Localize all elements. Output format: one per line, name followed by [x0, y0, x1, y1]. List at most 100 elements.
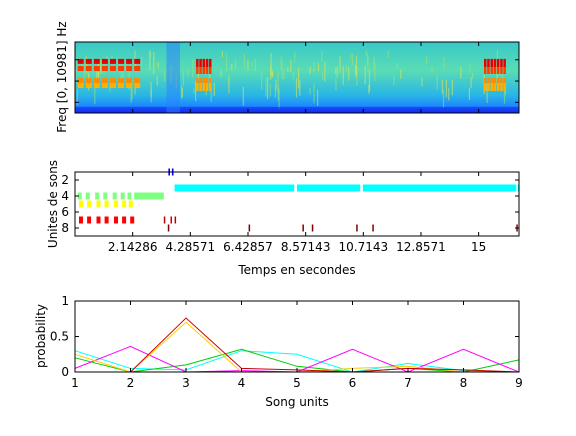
spectrogram-streak — [322, 72, 324, 80]
spectrogram-streak — [317, 63, 320, 71]
spectrogram-streak — [469, 63, 471, 74]
spectrogram-burst — [126, 66, 133, 71]
spectrogram-burst — [101, 66, 108, 71]
spectrogram-streak — [125, 63, 127, 70]
spectrogram-streak — [496, 50, 498, 61]
spectrogram-streak — [271, 72, 273, 78]
spectrogram-burst — [118, 83, 125, 88]
unit-segment-7 — [87, 216, 92, 224]
spectrogram-burst — [93, 66, 100, 71]
unit-segment-3 — [362, 184, 517, 192]
spectrogram-streak — [309, 87, 311, 95]
spectrogram-streak — [313, 61, 315, 73]
spectrogram-streak — [354, 64, 357, 76]
spectrogram-streak — [317, 89, 319, 106]
spectrogram-panel: Freq [0, 10981] Hz — [55, 21, 520, 133]
spectrogram-streak — [280, 56, 282, 70]
spectrogram-streak — [131, 79, 133, 100]
units-xtick-label: 2.14286 — [108, 240, 158, 254]
spectrogram-burst — [484, 58, 487, 67]
spectrogram-burst — [110, 66, 116, 71]
unit-segment-7 — [114, 216, 118, 224]
probability-xtick-label: 5 — [293, 376, 301, 390]
probability-xlabel: Song units — [265, 395, 329, 409]
spectrogram-burst — [205, 83, 209, 91]
spectrogram-streak — [120, 68, 122, 87]
spectrogram-streak — [210, 86, 212, 103]
probability-xtick-label: 1 — [71, 376, 79, 390]
spectrogram-gap — [166, 42, 180, 113]
spectrogram-streak — [278, 88, 280, 110]
unit-segment-8 — [302, 224, 304, 232]
spectrogram-streak — [140, 56, 143, 67]
spectrogram-streak — [149, 50, 151, 71]
spectrogram-burst — [196, 58, 199, 67]
probability-ytick-label: 0.5 — [50, 330, 69, 344]
spectrogram-streak — [247, 60, 249, 71]
spectrogram-streak — [220, 70, 222, 77]
spectrogram-streak — [448, 88, 450, 101]
spectrogram-burst — [118, 66, 125, 71]
spectrogram-burst — [209, 83, 212, 91]
units-xticks: 2.14286 4.28571 6.42857 8.57143 10.7143 12.85… — [108, 172, 486, 254]
unit-segment-8 — [167, 224, 170, 232]
unit-segment-7 — [79, 216, 83, 224]
units-panel: 2.14286 4.28571 6.42857 8.57143 10.7143 12.85… — [46, 160, 520, 277]
spectrogram-frame — [74, 41, 520, 114]
spectrogram-streak — [387, 50, 389, 58]
spectrogram-streak — [299, 80, 301, 96]
spectrogram-burst — [209, 58, 212, 67]
spectrogram-burst — [487, 78, 490, 87]
spectrogram-streak — [350, 54, 352, 61]
spectrogram-burst — [496, 58, 500, 67]
spectrogram-burst — [484, 78, 487, 87]
spectrogram-streak — [163, 71, 166, 82]
spectrogram-streak — [335, 76, 337, 91]
spectrogram-streak — [400, 69, 402, 79]
spectrogram-burst — [493, 58, 497, 67]
spectrogram-burst — [85, 58, 92, 64]
unit-segment-3 — [297, 184, 361, 192]
units-ytick-label: 4 — [61, 189, 69, 203]
spectrogram-streak — [153, 52, 155, 74]
spectrogram-burst — [202, 58, 205, 67]
units-xtick-label: 10.7143 — [338, 240, 388, 254]
spectrogram-burst — [196, 78, 199, 87]
spectrogram-streak — [295, 78, 298, 98]
spectrogram-streak — [130, 81, 132, 103]
spectrogram-burst — [490, 83, 493, 91]
spectrogram-image — [75, 42, 519, 113]
spectrogram-streak — [355, 55, 358, 78]
spectrogram-burst — [101, 58, 108, 64]
spectrogram-streak — [348, 67, 350, 81]
spectrogram-burst — [77, 83, 84, 88]
unit-segment-4 — [77, 192, 82, 200]
probability-xtick-label: 2 — [127, 376, 135, 390]
spectrogram-streak — [181, 87, 183, 98]
probability-ylabel: probability — [34, 304, 48, 368]
spectrogram-burst — [202, 78, 205, 87]
spectrogram-streak — [486, 84, 488, 103]
probability-series-line — [74, 350, 520, 373]
units-ylabel: Unites de sons — [46, 160, 60, 248]
unit-segment-8 — [311, 224, 314, 232]
spectrogram-burst — [493, 78, 497, 87]
units-xtick-label: 4.28571 — [166, 240, 216, 254]
spectrogram-burst — [209, 66, 212, 74]
unit-segment-8 — [356, 224, 358, 232]
spectrogram-streak — [122, 69, 124, 83]
unit-segment-7 — [163, 216, 166, 224]
spectrogram-streak — [445, 79, 447, 98]
spectrogram-burst — [487, 83, 490, 91]
spectrogram-streak — [499, 63, 501, 76]
spectrogram-streak — [156, 76, 158, 86]
spectrogram-burst — [500, 83, 503, 91]
spectrogram-burst — [500, 66, 503, 74]
spectrogram-burst — [493, 83, 497, 91]
spectrogram-ylabel: Freq [0, 10981] Hz — [55, 21, 69, 132]
spectrogram-streak — [243, 53, 245, 68]
spectrogram-streak — [150, 81, 152, 98]
spectrogram-burst — [496, 66, 500, 74]
spectrogram-streak — [368, 84, 370, 94]
